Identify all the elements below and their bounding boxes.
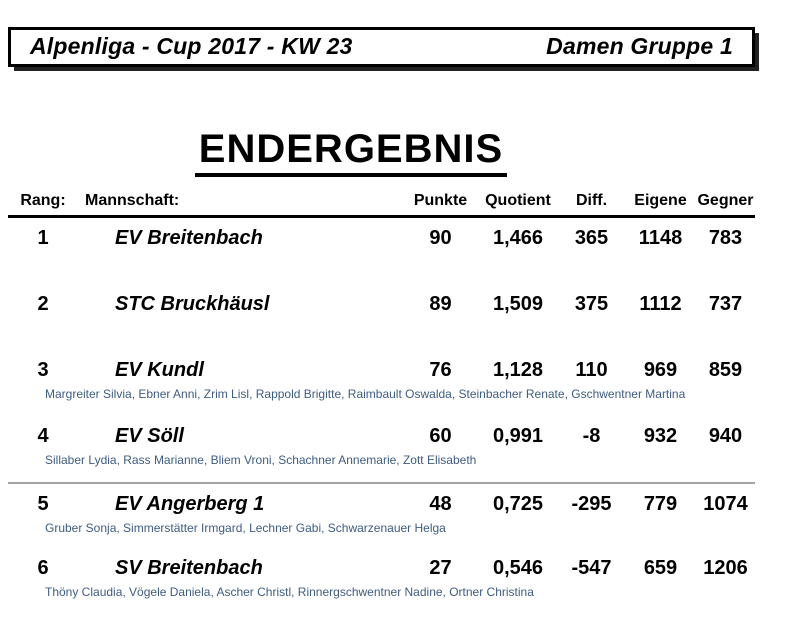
quotient-cell: 1,509: [492, 293, 544, 315]
table-row-1: 1 EV Breitenbach 90 1,466 365 1148 783: [8, 218, 755, 284]
rank-cell: 6: [37, 557, 49, 579]
rank-cell: 4: [37, 425, 49, 447]
diff-cell: -547: [571, 557, 612, 579]
team-cell: EV Breitenbach: [115, 227, 263, 249]
rank-cell: 2: [37, 293, 49, 315]
players-list: Gruber Sonja, Simmerstätter Irmgard, Lec…: [45, 521, 446, 535]
row-main-line: 5 EV Angerberg 1 48 0,725 -295 779 1074: [8, 492, 755, 516]
page-title-wrap: ENDERGEBNIS: [0, 127, 702, 177]
row-main-line: 4 EV Söll 60 0,991 -8 932 940: [8, 424, 755, 448]
table-row-5: 5 EV Angerberg 1 48 0,725 -295 779 1074 …: [8, 482, 755, 548]
team-cell: SV Breitenbach: [115, 557, 263, 579]
eigene-cell: 932: [643, 425, 678, 447]
column-header-punkte: Punkte: [413, 192, 468, 209]
table-row-3: 3 EV Kundl 76 1,128 110 969 859 Margreit…: [8, 350, 755, 416]
rank-cell: 3: [37, 359, 49, 381]
punkte-cell: 60: [429, 425, 452, 447]
team-cell: EV Söll: [115, 425, 184, 447]
gegner-cell: 859: [708, 359, 743, 381]
eigene-cell: 659: [643, 557, 678, 579]
quotient-cell: 1,128: [492, 359, 544, 381]
column-header-team: Mannschaft:: [85, 192, 180, 209]
quotient-cell: 0,991: [492, 425, 544, 447]
punkte-cell: 76: [429, 359, 452, 381]
rank-cell: 5: [37, 493, 49, 515]
competition-title: Alpenliga - Cup 2017 - KW 23: [30, 32, 353, 59]
diff-cell: 365: [574, 227, 609, 249]
diff-cell: -295: [571, 493, 612, 515]
table-row-6: 6 SV Breitenbach 27 0,546 -547 659 1206 …: [8, 548, 755, 614]
eigene-cell: 779: [643, 493, 678, 515]
column-header-diff: Diff.: [575, 192, 608, 209]
row-main-line: 6 SV Breitenbach 27 0,546 -547 659 1206: [8, 556, 755, 580]
page-title: ENDERGEBNIS: [194, 127, 508, 177]
quotient-cell: 1,466: [492, 227, 544, 249]
punkte-cell: 48: [429, 493, 452, 515]
punkte-cell: 90: [429, 227, 452, 249]
team-cell: EV Angerberg 1: [115, 493, 265, 515]
header-banner: Alpenliga - Cup 2017 - KW 23 Damen Grupp…: [8, 27, 755, 67]
gegner-cell: 737: [708, 293, 743, 315]
eigene-cell: 969: [643, 359, 678, 381]
diff-cell: 110: [575, 359, 608, 381]
punkte-cell: 89: [429, 293, 452, 315]
row-main-line: 2 STC Bruckhäusl 89 1,509 375 1112 737: [8, 292, 755, 316]
players-list: Margreiter Silvia, Ebner Anni, Zrim Lisl…: [45, 387, 686, 401]
punkte-cell: 27: [429, 557, 452, 579]
quotient-cell: 0,725: [492, 493, 544, 515]
table-row-2: 2 STC Bruckhäusl 89 1,509 375 1112 737: [8, 284, 755, 350]
players-list: Thöny Claudia, Vögele Daniela, Ascher Ch…: [45, 585, 534, 599]
results-table: Rang: Mannschaft: Punkte Quotient Diff. …: [8, 192, 755, 614]
gegner-cell: 1074: [703, 493, 748, 515]
team-cell: STC Bruckhäusl: [115, 293, 270, 315]
column-header-quotient: Quotient: [485, 192, 551, 209]
team-cell: EV Kundl: [115, 359, 204, 381]
group-title: Damen Gruppe 1: [546, 32, 733, 59]
eigene-cell: 1148: [638, 227, 683, 249]
column-header-eigene: Eigene: [634, 192, 687, 209]
diff-cell: -8: [582, 425, 601, 447]
gegner-cell: 940: [708, 425, 743, 447]
table-row-4: 4 EV Söll 60 0,991 -8 932 940 Sillaber L…: [8, 416, 755, 482]
players-list: Sillaber Lydia, Rass Marianne, Bliem Vro…: [45, 453, 477, 467]
column-header-gegner: Gegner: [697, 192, 754, 209]
row-main-line: 3 EV Kundl 76 1,128 110 969 859: [8, 358, 755, 382]
eigene-cell: 1112: [639, 293, 682, 315]
table-header-row: Rang: Mannschaft: Punkte Quotient Diff. …: [8, 192, 755, 218]
quotient-cell: 0,546: [492, 557, 544, 579]
gegner-cell: 783: [708, 227, 743, 249]
row-main-line: 1 EV Breitenbach 90 1,466 365 1148 783: [8, 226, 755, 250]
diff-cell: 375: [574, 293, 609, 315]
rank-cell: 1: [37, 227, 49, 249]
column-header-rank: Rang:: [20, 192, 66, 209]
gegner-cell: 1206: [703, 557, 748, 579]
